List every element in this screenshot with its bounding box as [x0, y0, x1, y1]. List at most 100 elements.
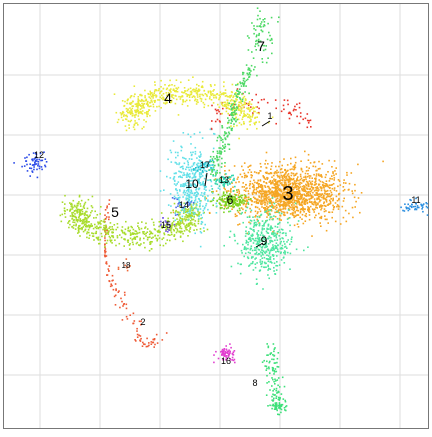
data-point	[196, 83, 198, 86]
data-point	[345, 220, 348, 223]
data-point	[297, 199, 300, 201]
data-point	[178, 162, 181, 164]
data-point	[188, 215, 191, 217]
data-point	[236, 93, 239, 95]
data-point	[260, 190, 263, 193]
data-point	[291, 197, 294, 199]
data-point	[254, 66, 256, 68]
data-point	[104, 231, 106, 233]
data-point	[311, 195, 313, 197]
data-point	[277, 180, 280, 182]
data-point	[280, 240, 282, 243]
data-point	[188, 230, 190, 232]
data-point	[272, 207, 274, 209]
data-point	[231, 208, 233, 210]
data-point	[130, 119, 133, 122]
data-point	[157, 234, 159, 237]
data-point	[290, 172, 293, 174]
data-point	[266, 207, 269, 209]
data-point	[279, 247, 282, 250]
data-point	[186, 95, 188, 98]
data-point	[92, 227, 95, 230]
data-point	[85, 214, 88, 216]
data-point	[310, 197, 313, 200]
data-point	[199, 97, 202, 100]
data-point	[275, 193, 277, 195]
data-point	[289, 230, 291, 232]
data-point	[227, 197, 229, 200]
data-point	[298, 191, 301, 193]
data-point	[149, 242, 152, 245]
data-point	[256, 34, 258, 36]
data-point	[179, 227, 181, 229]
data-point	[212, 161, 215, 163]
data-point	[203, 90, 205, 92]
data-point	[233, 200, 236, 202]
data-point	[70, 202, 73, 205]
data-point	[177, 198, 180, 201]
data-point	[239, 204, 241, 206]
data-point	[252, 261, 254, 263]
data-point	[136, 122, 138, 124]
data-point	[259, 170, 262, 172]
data-point	[258, 107, 260, 110]
data-point	[254, 263, 257, 265]
data-point	[283, 204, 286, 207]
data-point	[252, 234, 254, 237]
data-point	[75, 209, 77, 211]
data-point	[250, 228, 253, 230]
data-point	[333, 189, 336, 191]
data-point	[304, 172, 307, 175]
data-point	[193, 201, 196, 204]
data-point	[268, 367, 270, 370]
data-point	[167, 217, 169, 220]
data-point	[201, 93, 203, 96]
data-point	[165, 228, 167, 231]
data-point	[268, 277, 270, 280]
data-point	[232, 351, 235, 353]
data-point	[36, 158, 38, 161]
data-point	[232, 104, 234, 107]
data-point	[99, 226, 101, 228]
data-point	[240, 85, 243, 87]
data-point	[136, 109, 138, 112]
data-point	[311, 177, 313, 179]
data-point	[212, 190, 214, 193]
data-point	[241, 211, 243, 214]
data-point	[181, 221, 184, 224]
data-point	[181, 218, 183, 220]
data-point	[137, 96, 140, 98]
data-point	[80, 209, 82, 212]
data-point	[276, 403, 278, 406]
data-point	[298, 198, 301, 200]
data-point	[131, 111, 133, 114]
data-point	[179, 196, 181, 199]
data-point	[266, 176, 268, 179]
data-point	[25, 160, 27, 162]
data-point	[228, 182, 231, 184]
data-point	[242, 72, 245, 74]
data-point	[182, 240, 184, 243]
data-point	[268, 181, 271, 183]
data-point	[255, 40, 257, 43]
data-point	[295, 193, 297, 195]
data-point	[126, 110, 128, 112]
data-point	[260, 232, 263, 234]
data-point	[247, 198, 250, 201]
data-point	[86, 225, 88, 227]
data-point	[45, 161, 48, 163]
data-point	[107, 268, 110, 270]
data-point	[216, 169, 218, 172]
data-point	[215, 190, 218, 192]
data-point	[267, 354, 269, 356]
data-point	[189, 202, 192, 204]
data-point	[208, 97, 211, 100]
data-point	[140, 105, 143, 107]
data-point	[146, 113, 148, 116]
data-point	[267, 22, 269, 25]
data-point	[247, 247, 249, 250]
data-point	[76, 212, 78, 214]
data-point	[307, 173, 309, 175]
data-point	[252, 238, 255, 240]
data-point	[327, 171, 329, 173]
